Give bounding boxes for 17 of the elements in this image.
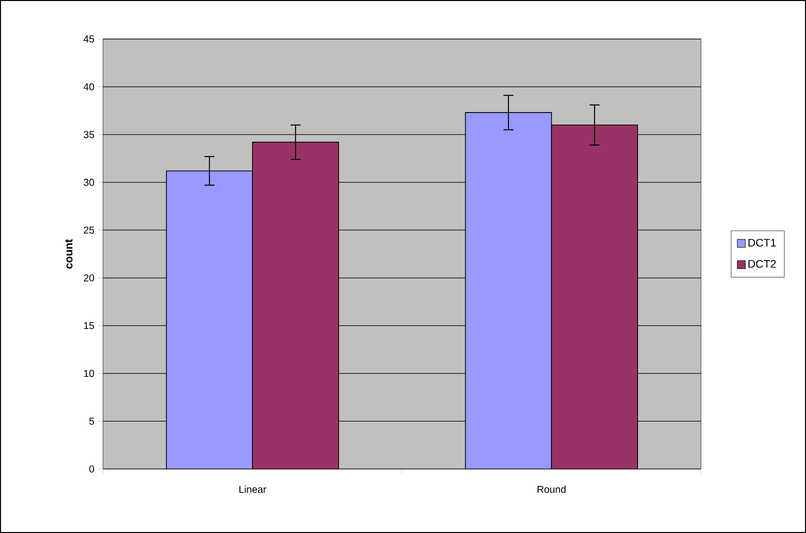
y-tick-label: 10 xyxy=(84,370,94,377)
legend-label: DCT2 xyxy=(748,260,776,268)
y-tick-label: 0 xyxy=(89,465,94,473)
bar xyxy=(464,112,552,469)
y-tick-label: 20 xyxy=(84,274,94,282)
y-tick-label: 45 xyxy=(84,36,94,42)
y-tick-label: 25 xyxy=(84,226,94,234)
legend-label: DCT1 xyxy=(748,238,776,247)
y-tick-label: 15 xyxy=(84,322,94,330)
y-axis-title: count xyxy=(65,239,72,269)
y-tick-label: 35 xyxy=(84,131,94,138)
y-tick-label: 30 xyxy=(84,178,94,186)
y-tick-label: 5 xyxy=(89,418,94,425)
bar xyxy=(166,170,253,469)
x-tick-label: Round xyxy=(538,486,566,493)
y-tick-label: 40 xyxy=(84,83,94,90)
x-tick-label: Linear xyxy=(239,486,266,493)
